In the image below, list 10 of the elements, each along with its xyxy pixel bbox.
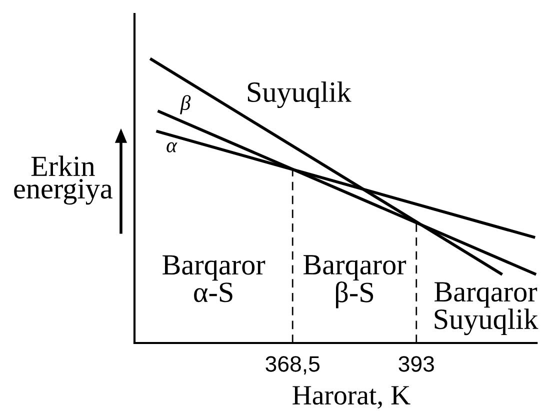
series-label: α: [166, 142, 178, 152]
annotation: Barqaror β-S: [304, 255, 406, 308]
x-axis-title: Harorat, K: [292, 386, 410, 409]
x-tick-label: 368,5: [266, 356, 320, 374]
x-tick-label: 393: [398, 356, 434, 372]
series-label: Suyuqlik: [248, 81, 352, 108]
annotation: Barqaror α-S: [162, 255, 266, 302]
y-axis-title: Erkin energiya: [14, 156, 112, 205]
annotation: Barqaror Suyuqlik: [434, 282, 538, 336]
series-label: β: [180, 95, 191, 114]
